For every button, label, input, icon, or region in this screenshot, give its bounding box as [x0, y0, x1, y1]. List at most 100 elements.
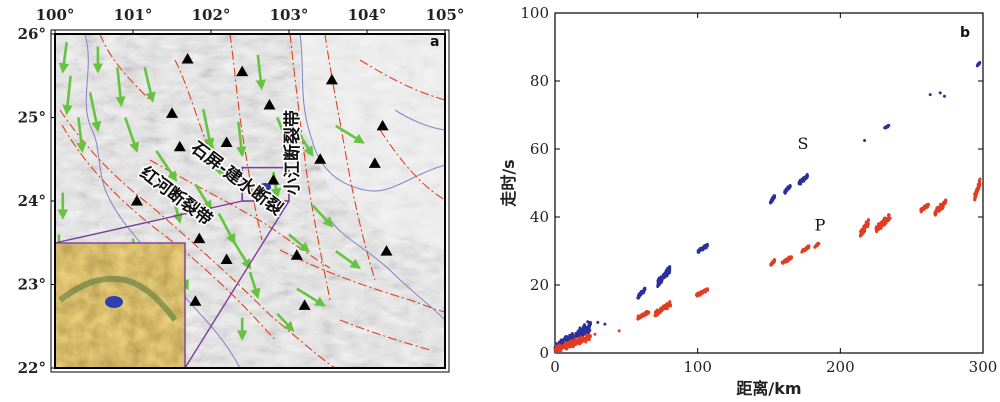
data-point	[887, 213, 891, 217]
river-nanpan	[299, 34, 445, 192]
phase-annotation: S	[798, 134, 809, 153]
data-point	[862, 226, 866, 230]
gps-vector-arrow	[276, 117, 291, 149]
y-tick-label: 0	[539, 344, 549, 362]
gps-vector-arrow	[276, 312, 295, 332]
data-point	[642, 288, 646, 292]
data-point	[588, 328, 592, 332]
lon-tick-label: 100°	[36, 6, 75, 24]
longitude-ticks: 100° 101° 102° 103° 104° 105°	[36, 6, 464, 34]
lat-tick-label: 25°	[18, 109, 46, 127]
data-point	[701, 248, 705, 252]
data-point	[596, 320, 600, 324]
data-point	[570, 333, 574, 337]
data-point	[617, 329, 621, 333]
lat-tick-label: 26°	[18, 25, 46, 43]
y-tick-label: 20	[530, 276, 549, 294]
data-point	[584, 340, 588, 344]
y-tick-label: 100	[520, 4, 549, 22]
station-triangle-icon	[220, 136, 233, 148]
gps-vector-arrow	[115, 67, 126, 108]
data-point	[667, 271, 671, 275]
lon-tick-label: 101°	[114, 6, 153, 24]
gps-vector-arrow	[255, 54, 266, 91]
data-point	[977, 184, 981, 188]
x-tick-label: 0	[550, 358, 560, 376]
data-point	[859, 231, 863, 235]
data-point	[659, 279, 663, 283]
data-point	[937, 207, 941, 211]
data-point	[698, 290, 702, 294]
data-point	[939, 202, 943, 206]
data-point	[976, 63, 980, 67]
data-point	[576, 340, 580, 344]
lat-tick-label: 23°	[18, 276, 46, 294]
lon-tick-label: 104°	[348, 6, 387, 24]
data-point	[866, 225, 870, 229]
data-point	[558, 345, 562, 349]
data-point	[586, 320, 590, 324]
fault-nw	[99, 34, 151, 101]
data-point	[555, 344, 559, 348]
data-point	[585, 326, 589, 330]
x-tick-label: 100	[683, 358, 712, 376]
y-tick-label: 60	[530, 140, 549, 158]
data-point	[697, 293, 701, 297]
data-point	[701, 245, 705, 249]
data-point	[788, 255, 792, 259]
data-point	[566, 337, 570, 341]
earthquake-cluster	[259, 183, 271, 191]
chart-points	[553, 60, 982, 354]
data-point	[785, 188, 789, 192]
phase-annotation: P	[815, 216, 826, 235]
data-point	[866, 218, 870, 222]
fault-s	[339, 319, 431, 351]
data-point	[593, 332, 597, 336]
data-point	[565, 342, 569, 346]
chart-annotations: SP	[798, 134, 826, 235]
station-triangle-icon	[236, 65, 249, 77]
y-axis-title: 走时/s	[499, 159, 518, 207]
lat-tick-label: 24°	[18, 192, 46, 210]
fault-e	[379, 129, 445, 201]
data-point	[557, 348, 561, 352]
inset-cluster	[105, 296, 123, 308]
station-triangle-icon	[263, 98, 276, 110]
data-point	[665, 268, 669, 272]
data-point	[944, 198, 948, 202]
data-point	[800, 179, 804, 183]
map-panel: 红河断裂带 石屏-建水断裂 小江断裂带 a 100° 101° 102° 103° 10…	[18, 6, 465, 377]
data-point	[554, 342, 558, 346]
data-point	[640, 291, 644, 295]
station-triangle-icon	[220, 253, 233, 264]
gps-vector-arrow	[311, 204, 334, 228]
series-P-points	[553, 177, 982, 354]
data-point	[769, 201, 773, 205]
data-point	[571, 339, 575, 343]
gps-vector-arrow	[236, 121, 247, 158]
fault-xiaojiang-e	[324, 34, 376, 281]
data-point	[697, 249, 701, 253]
station-triangle-icon	[166, 107, 178, 118]
data-point	[801, 248, 805, 252]
data-point	[884, 126, 888, 130]
data-point	[973, 197, 977, 201]
fault-xiaojiang-w	[289, 34, 331, 301]
data-point	[636, 314, 640, 318]
data-point	[705, 287, 709, 291]
data-point	[572, 342, 576, 346]
inset-frame	[55, 242, 186, 368]
chart-panel-letter: b	[960, 25, 970, 41]
data-point	[772, 260, 776, 264]
data-point	[977, 187, 981, 191]
data-point	[579, 338, 583, 342]
station-triangle-icon	[267, 174, 280, 185]
data-point	[668, 265, 672, 269]
data-point	[924, 206, 928, 210]
gps-vector-arrow	[143, 67, 156, 103]
data-point	[573, 337, 577, 341]
data-point	[639, 314, 643, 318]
gps-vector-arrow	[58, 42, 70, 74]
gps-vector-arrow	[88, 92, 102, 133]
gps-vector-arrow	[296, 287, 326, 307]
